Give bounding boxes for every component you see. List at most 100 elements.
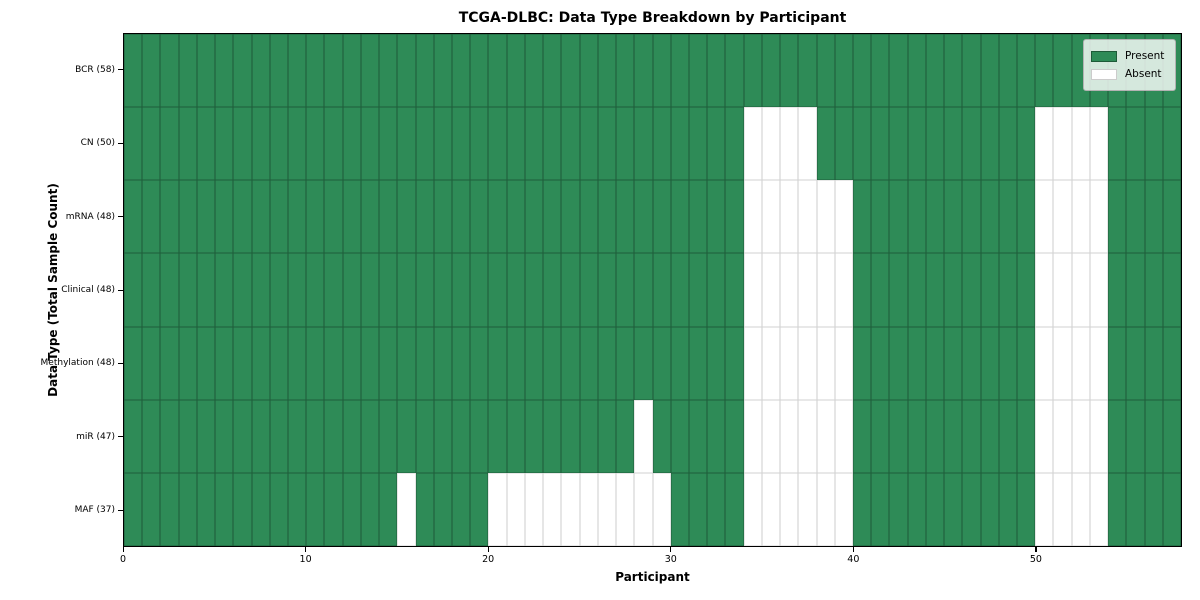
heatmap-cell [798, 180, 817, 254]
legend-absent-label: Absent [1125, 67, 1162, 80]
heatmap-cell [707, 34, 726, 108]
heatmap-cell [324, 472, 343, 546]
heatmap-cell [215, 180, 234, 254]
heatmap-cell [980, 34, 999, 108]
heatmap-cell [1126, 253, 1145, 327]
heatmap-cell [360, 326, 380, 400]
heatmap-cell [725, 107, 744, 181]
heatmap-cell [834, 180, 853, 254]
heatmap-cell [415, 180, 434, 254]
heatmap-cell [852, 399, 872, 473]
heatmap-cell [269, 253, 289, 327]
heatmap-cell [379, 399, 398, 473]
heatmap-cell [652, 107, 671, 181]
heatmap-cell [889, 399, 908, 473]
heatmap-cell [907, 107, 926, 181]
heatmap-cell [579, 399, 598, 473]
heatmap-cell [1108, 180, 1127, 254]
heatmap-cell [889, 107, 908, 181]
heatmap-cell [1089, 180, 1109, 254]
heatmap-cell [798, 472, 817, 546]
heatmap-cell [124, 180, 143, 254]
heatmap-cell [543, 180, 562, 254]
heatmap-cell [1053, 107, 1072, 181]
heatmap-cell [360, 253, 380, 327]
heatmap-cell [889, 326, 908, 400]
heatmap-cell [1016, 107, 1036, 181]
heatmap-cell [452, 399, 471, 473]
heatmap-cell [215, 34, 234, 108]
heatmap-cell [616, 472, 635, 546]
heatmap-cell [834, 107, 853, 181]
heatmap-cell [925, 326, 945, 400]
y-tick-mark [118, 142, 123, 144]
heatmap-cell [488, 326, 507, 400]
heatmap-cell [907, 326, 926, 400]
heatmap-cell [725, 472, 744, 546]
heatmap-cell [1035, 326, 1054, 400]
heatmap-cell [306, 107, 325, 181]
heatmap-cell [543, 34, 562, 108]
x-tick-label: 0 [119, 554, 127, 565]
heatmap-cell [1126, 399, 1145, 473]
heatmap-cell [852, 326, 872, 400]
heatmap-cell [306, 34, 325, 108]
heatmap-cell [397, 107, 416, 181]
heatmap-cell [889, 34, 908, 108]
heatmap-cell [561, 180, 580, 254]
heatmap-cell [616, 107, 635, 181]
heatmap-cell [1089, 399, 1109, 473]
heatmap-cell [998, 326, 1017, 400]
heatmap-cell [379, 107, 398, 181]
heatmap-cell [1016, 180, 1036, 254]
heatmap-cell [1053, 399, 1072, 473]
heatmap-cell [579, 180, 598, 254]
heatmap-cell [652, 34, 671, 108]
heatmap-cell [452, 107, 471, 181]
heatmap-cell [215, 326, 234, 400]
heatmap-cell [342, 107, 361, 181]
heatmap-cell [725, 326, 744, 400]
y-tick-label: Methylation (48) [40, 358, 115, 369]
heatmap-cell [1162, 472, 1181, 546]
heatmap-cell [342, 399, 361, 473]
x-tick-mark [305, 547, 307, 552]
x-tick-label: 40 [847, 554, 860, 565]
x-tick-mark [670, 547, 672, 552]
heatmap-cell [142, 180, 161, 254]
heatmap-cell [342, 180, 361, 254]
heatmap-cell [579, 34, 598, 108]
heatmap-cell [816, 107, 835, 181]
legend-present-swatch [1091, 50, 1117, 62]
heatmap-cell [1144, 326, 1163, 400]
legend-row-present: Present [1091, 48, 1167, 64]
heatmap-cell [871, 34, 890, 108]
heatmap-cell [178, 326, 197, 400]
heatmap-cell [1144, 107, 1163, 181]
heatmap-cell [251, 472, 270, 546]
heatmap-cell [288, 34, 307, 108]
heatmap-cell [852, 34, 872, 108]
heatmap-cell [1089, 107, 1109, 181]
heatmap-cell [743, 399, 762, 473]
heatmap-cell [1071, 107, 1090, 181]
heatmap-cell [306, 253, 325, 327]
heatmap-cell [634, 34, 653, 108]
heatmap-cell [962, 180, 981, 254]
heatmap-cell [1108, 253, 1127, 327]
heatmap-cell [1126, 180, 1145, 254]
heatmap-cell [907, 253, 926, 327]
heatmap-cell [889, 253, 908, 327]
heatmap-cell [670, 472, 689, 546]
heatmap-cell [324, 107, 343, 181]
heatmap-cell [998, 399, 1017, 473]
heatmap-cell [616, 253, 635, 327]
heatmap-cell [233, 472, 252, 546]
heatmap-cell [342, 326, 361, 400]
heatmap-cell [670, 253, 689, 327]
heatmap-cell [324, 180, 343, 254]
heatmap-cell [1126, 472, 1145, 546]
heatmap-cell [925, 399, 945, 473]
heatmap-cell [597, 399, 617, 473]
